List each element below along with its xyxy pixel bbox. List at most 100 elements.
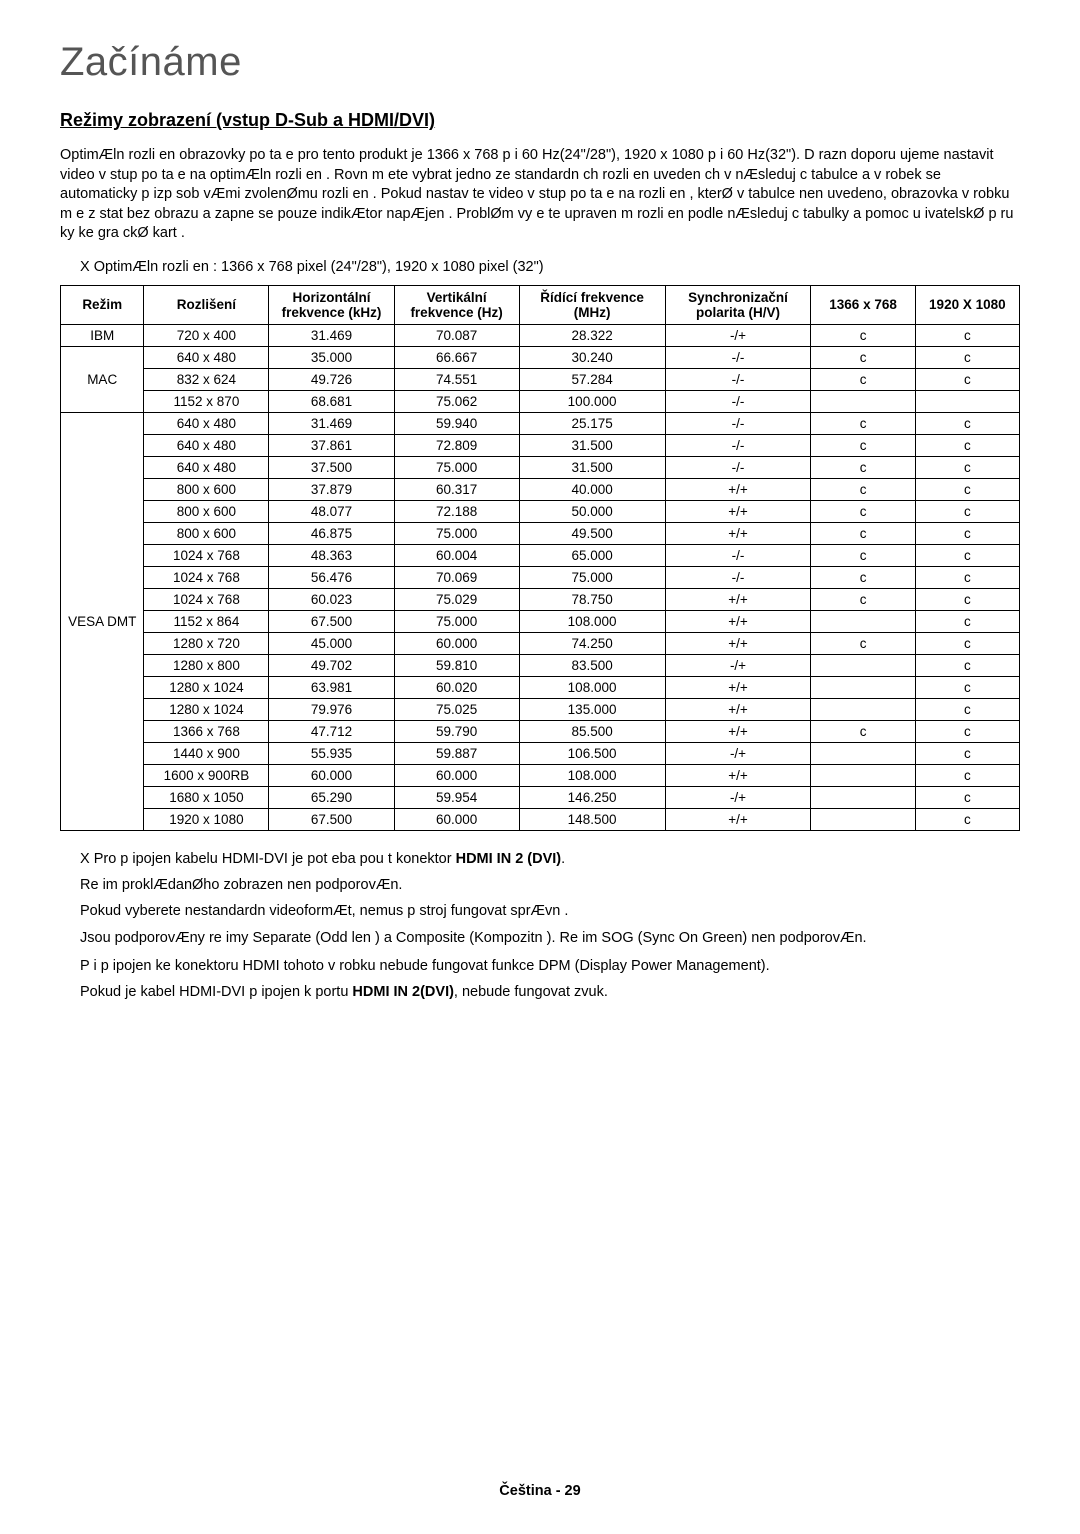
table-cell: 50.000 <box>519 500 665 522</box>
table-cell: c <box>915 654 1019 676</box>
table-header-cell: 1366 x 768 <box>811 285 915 324</box>
table-cell: 30.240 <box>519 346 665 368</box>
table-cell <box>811 390 915 412</box>
table-cell: 640 x 480 <box>144 456 269 478</box>
table-cell: 83.500 <box>519 654 665 676</box>
table-cell: c <box>915 324 1019 346</box>
table-cell: 1680 x 1050 <box>144 786 269 808</box>
table-cell <box>915 390 1019 412</box>
table-cell: 1024 x 768 <box>144 588 269 610</box>
table-row: 800 x 60037.87960.31740.000+/+cc <box>61 478 1020 500</box>
table-cell: 75.025 <box>394 698 519 720</box>
table-cell: 48.077 <box>269 500 394 522</box>
table-cell: 31.500 <box>519 434 665 456</box>
note-bold: HDMI IN 2(DVI) <box>352 984 454 1000</box>
table-cell <box>811 654 915 676</box>
note-text: X Pro p ipojen kabelu HDMI-DVI je pot eb… <box>80 851 452 867</box>
table-cell <box>811 808 915 830</box>
note-sog: Jsou podporovÆny re imy Separate (Odd le… <box>80 929 1020 949</box>
table-cell: 55.935 <box>269 742 394 764</box>
table-cell: 47.712 <box>269 720 394 742</box>
table-row: 1280 x 102479.97675.025135.000+/+c <box>61 698 1020 720</box>
table-cell: 59.810 <box>394 654 519 676</box>
table-cell: 31.469 <box>269 412 394 434</box>
table-cell: 85.500 <box>519 720 665 742</box>
optimal-resolution-note: X OptimÆln rozli en : 1366 x 768 pixel (… <box>80 259 1020 275</box>
table-cell: 1920 x 1080 <box>144 808 269 830</box>
table-header-cell: 1920 X 1080 <box>915 285 1019 324</box>
table-cell: 49.500 <box>519 522 665 544</box>
table-cell: -/- <box>665 412 811 434</box>
table-cell: -/+ <box>665 654 811 676</box>
table-cell: 70.087 <box>394 324 519 346</box>
table-cell: 67.500 <box>269 610 394 632</box>
table-cell: 67.500 <box>269 808 394 830</box>
table-cell: c <box>811 720 915 742</box>
table-row: 640 x 48037.86172.80931.500-/-cc <box>61 434 1020 456</box>
table-cell: c <box>915 500 1019 522</box>
table-cell: -/+ <box>665 786 811 808</box>
table-cell: c <box>915 720 1019 742</box>
table-cell: 31.500 <box>519 456 665 478</box>
table-cell: 1280 x 720 <box>144 632 269 654</box>
section-title: Začínáme <box>60 40 1020 85</box>
table-row: MAC640 x 48035.00066.66730.240-/-cc <box>61 346 1020 368</box>
table-cell: 25.175 <box>519 412 665 434</box>
table-cell: c <box>915 522 1019 544</box>
table-cell: 75.062 <box>394 390 519 412</box>
table-cell: c <box>811 324 915 346</box>
table-header-cell: Horizontální frekvence (kHz) <box>269 285 394 324</box>
table-row: 1024 x 76856.47670.06975.000-/-cc <box>61 566 1020 588</box>
table-cell: 37.500 <box>269 456 394 478</box>
table-cell: c <box>915 544 1019 566</box>
table-cell: c <box>915 808 1019 830</box>
table-cell: 75.000 <box>394 522 519 544</box>
table-header-cell: Řídící frekvence (MHz) <box>519 285 665 324</box>
table-cell: -/- <box>665 390 811 412</box>
table-cell: 75.000 <box>394 456 519 478</box>
table-cell: c <box>915 764 1019 786</box>
table-cell: +/+ <box>665 676 811 698</box>
note-bold: HDMI IN 2 (DVI) <box>456 851 562 867</box>
table-row: 800 x 60046.87575.00049.500+/+cc <box>61 522 1020 544</box>
table-cell: +/+ <box>665 808 811 830</box>
table-cell: +/+ <box>665 764 811 786</box>
table-row: VESA DMT640 x 48031.46959.94025.175-/-cc <box>61 412 1020 434</box>
table-cell: 60.000 <box>394 764 519 786</box>
table-cell: -/- <box>665 434 811 456</box>
table-cell: c <box>811 500 915 522</box>
table-cell: c <box>915 632 1019 654</box>
table-cell: 59.887 <box>394 742 519 764</box>
table-cell: 75.029 <box>394 588 519 610</box>
table-cell: 31.469 <box>269 324 394 346</box>
table-cell: 148.500 <box>519 808 665 830</box>
page-footer: Čeština - 29 <box>0 1483 1080 1499</box>
table-row: 1680 x 105065.29059.954146.250-/+c <box>61 786 1020 808</box>
table-row: 1440 x 90055.93559.887106.500-/+c <box>61 742 1020 764</box>
table-cell: 75.000 <box>394 610 519 632</box>
table-header: RežimRozlišeníHorizontální frekvence (kH… <box>61 285 1020 324</box>
table-cell: 108.000 <box>519 610 665 632</box>
table-cell: 72.188 <box>394 500 519 522</box>
table-cell: c <box>915 412 1019 434</box>
intro-paragraph: OptimÆln rozli en obrazovky po ta e pro … <box>60 146 1020 244</box>
table-cell: 78.750 <box>519 588 665 610</box>
table-cell: 146.250 <box>519 786 665 808</box>
table-cell: c <box>811 632 915 654</box>
table-cell: 56.476 <box>269 566 394 588</box>
table-cell <box>811 764 915 786</box>
table-cell: 35.000 <box>269 346 394 368</box>
table-cell: 49.702 <box>269 654 394 676</box>
table-cell: +/+ <box>665 720 811 742</box>
table-cell: 74.551 <box>394 368 519 390</box>
table-row: 1024 x 76860.02375.02978.750+/+cc <box>61 588 1020 610</box>
table-header-cell: Vertikální frekvence (Hz) <box>394 285 519 324</box>
table-cell: +/+ <box>665 478 811 500</box>
table-cell: 100.000 <box>519 390 665 412</box>
table-cell: -/- <box>665 456 811 478</box>
table-cell: 68.681 <box>269 390 394 412</box>
table-cell: 135.000 <box>519 698 665 720</box>
table-cell: +/+ <box>665 610 811 632</box>
table-cell <box>811 676 915 698</box>
table-cell: 108.000 <box>519 764 665 786</box>
